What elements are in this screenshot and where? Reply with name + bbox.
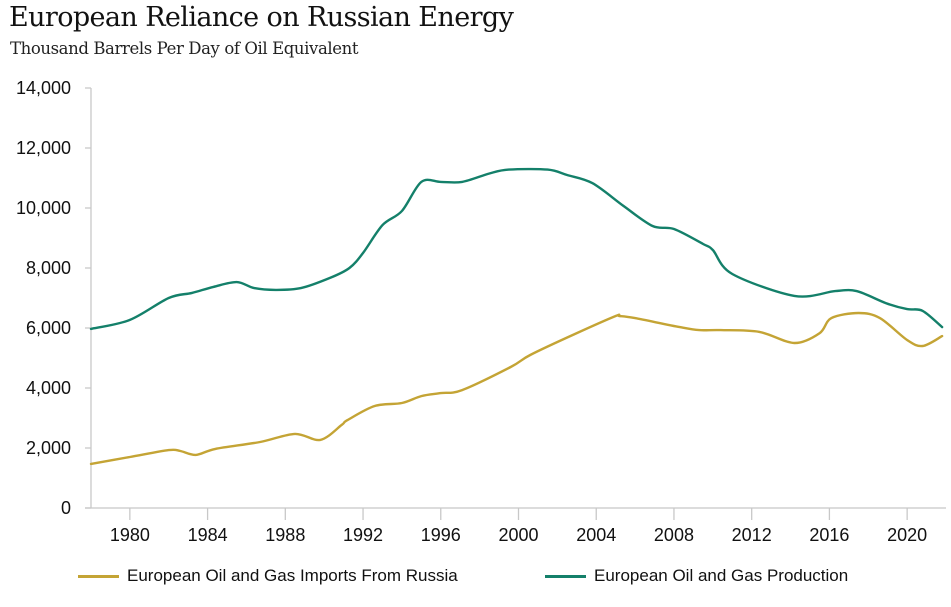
x-tick-label: 2000 [498, 525, 538, 545]
x-tick-label: 1992 [343, 525, 383, 545]
series-line-production [89, 167, 944, 331]
series-group [89, 167, 944, 466]
legend-swatch-imports [78, 574, 119, 578]
y-tick-label: 8,000 [26, 258, 71, 278]
x-tick-label: 2012 [732, 525, 772, 545]
legend-label-production: European Oil and Gas Production [594, 566, 849, 585]
x-tick-label: 2004 [576, 525, 616, 545]
x-tick-label: 2020 [887, 525, 927, 545]
y-tick-label: 14,000 [16, 78, 71, 98]
series-line-imports [89, 311, 944, 466]
legend-item-production: European Oil and Gas Production [545, 566, 848, 586]
y-tick-label: 4,000 [26, 378, 71, 398]
axes: 0 2,000 4,000 6,000 8,000 10,000 12,000 14,000 1… [16, 78, 946, 545]
y-tick-label: 12,000 [16, 138, 71, 158]
x-tick-label: 1984 [188, 525, 228, 545]
y-tick-label: 6,000 [26, 318, 71, 338]
x-tick-label: 1988 [265, 525, 305, 545]
x-tick-label: 2016 [809, 525, 849, 545]
legend-item-imports: European Oil and Gas Imports From Russia [78, 566, 458, 586]
y-tick-label: 0 [61, 498, 71, 518]
legend-swatch-production [545, 574, 586, 578]
y-tick-label: 2,000 [26, 438, 71, 458]
x-tick-label: 1996 [421, 525, 461, 545]
x-tick-label: 2008 [654, 525, 694, 545]
y-tick-label: 10,000 [16, 198, 71, 218]
legend-label-imports: European Oil and Gas Imports From Russia [127, 566, 458, 585]
legend: European Oil and Gas Imports From Russia… [0, 566, 951, 590]
chart-title: European Reliance on Russian Energy [9, 2, 514, 33]
chart-subtitle: Thousand Barrels Per Day of Oil Equivale… [10, 39, 359, 58]
x-tick-label: 1980 [110, 525, 150, 545]
